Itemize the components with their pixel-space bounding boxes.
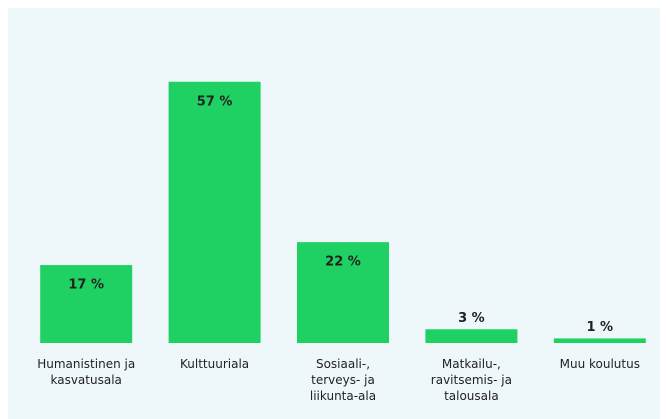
x-tick-label: Matkailu-, ravitsemis- ja talousala [430, 357, 512, 403]
bar [168, 81, 261, 343]
data-label: 3 % [458, 311, 485, 326]
chart-background [8, 8, 660, 419]
data-label: 17 % [68, 278, 104, 293]
data-label: 1 % [586, 320, 613, 335]
x-tick-label: Kulttuuriala [180, 357, 250, 371]
x-tick-label: Humanistinen ja kasvatusala [37, 357, 136, 387]
bar [40, 265, 133, 343]
data-label: 57 % [197, 94, 233, 109]
x-tick-label: Sosiaali-, terveys- ja liikunta-ala [309, 357, 377, 403]
x-tick-label: Muu koulutus [559, 357, 640, 371]
bar [297, 242, 389, 343]
data-label: 22 % [325, 255, 361, 270]
bar [425, 329, 518, 343]
bar [553, 338, 646, 343]
